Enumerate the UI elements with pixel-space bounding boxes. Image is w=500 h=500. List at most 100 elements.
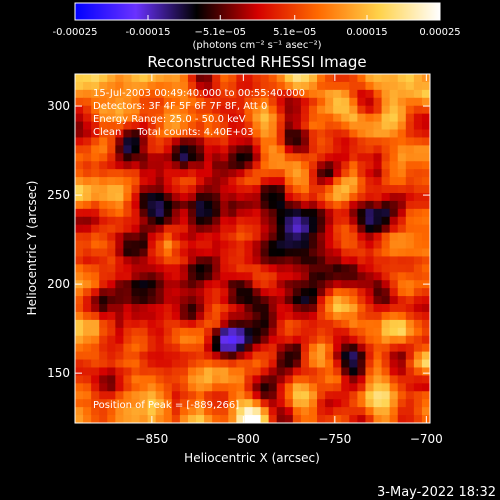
heatmap-cell — [325, 407, 334, 416]
heatmap-cell — [123, 343, 133, 353]
heatmap-cell — [115, 137, 125, 146]
heatmap-cell — [349, 232, 358, 242]
heatmap-cell — [333, 296, 342, 305]
heatmap-cell — [300, 89, 310, 99]
x-tick-label: −800 — [227, 432, 260, 446]
heatmap-cell — [244, 280, 254, 289]
heatmap-cell — [187, 415, 197, 423]
heatmap-cell — [147, 232, 157, 242]
heatmap-cell — [357, 177, 367, 186]
heatmap-cell — [147, 319, 157, 329]
heatmap-cell — [187, 335, 197, 345]
heatmap-cell — [228, 399, 237, 408]
heatmap-cell — [381, 256, 391, 265]
heatmap-cell — [308, 145, 318, 154]
heatmap-cell — [179, 153, 189, 162]
heatmap-cell — [212, 97, 221, 107]
heatmap-cell — [123, 264, 133, 273]
heatmap-cell — [107, 311, 116, 321]
heatmap-cell — [397, 81, 407, 91]
heatmap-cell — [381, 121, 391, 131]
heatmap-cell — [325, 327, 334, 337]
heatmap-cell — [421, 97, 430, 107]
heatmap-cell — [75, 129, 84, 139]
heatmap-cell — [260, 415, 270, 423]
heatmap-cell — [317, 415, 326, 423]
heatmap-cell — [276, 304, 286, 313]
heatmap-cell — [421, 335, 430, 345]
heatmap-cell — [405, 288, 415, 297]
heatmap-cell — [397, 89, 407, 99]
heatmap-cell — [333, 121, 342, 131]
heatmap-cell — [147, 200, 157, 210]
heatmap-cell — [196, 296, 205, 305]
heatmap-cell — [381, 129, 391, 139]
heatmap-cell — [139, 296, 149, 305]
heatmap-cell — [284, 296, 294, 305]
heatmap-cell — [381, 161, 391, 170]
heatmap-cell — [91, 367, 100, 377]
heatmap-cell — [421, 351, 430, 361]
heatmap-cell — [413, 232, 423, 242]
heatmap-cell — [115, 272, 125, 281]
heatmap-cell — [284, 113, 294, 123]
heatmap-cell — [397, 121, 407, 131]
heatmap-cell — [365, 288, 375, 297]
heatmap-cell — [373, 264, 383, 273]
heatmap-cell — [107, 185, 116, 194]
heatmap-cell — [405, 280, 415, 289]
heatmap-cell — [196, 407, 205, 416]
heatmap-cell — [187, 272, 197, 281]
heatmap-cell — [292, 256, 302, 265]
heatmap-cell — [91, 161, 100, 170]
heatmap-cell — [405, 415, 415, 423]
heatmap-cell — [139, 391, 149, 400]
heatmap-cell — [405, 311, 415, 321]
heatmap-cell — [220, 232, 229, 242]
heatmap-cell — [381, 296, 391, 305]
heatmap-cell — [373, 375, 383, 384]
heatmap-cell — [421, 216, 430, 226]
heatmap-cell — [252, 137, 262, 146]
heatmap-cell — [268, 208, 278, 218]
heatmap-cell — [220, 327, 229, 337]
heatmap-cell — [365, 177, 375, 186]
heatmap-cell — [381, 89, 391, 99]
heatmap-cell — [365, 169, 375, 178]
heatmap-cell — [99, 192, 108, 202]
heatmap-cell — [421, 343, 430, 353]
heatmap-cell — [300, 185, 310, 194]
heatmap-cell — [187, 113, 197, 123]
heatmap-cell — [139, 383, 149, 392]
heatmap-cell — [228, 208, 237, 218]
heatmap-cell — [244, 319, 254, 329]
heatmap-cell — [389, 264, 399, 273]
heatmap-cell — [341, 327, 350, 337]
heatmap-cell — [284, 232, 294, 242]
heatmap-cell — [365, 153, 375, 162]
heatmap-cell — [381, 375, 391, 384]
heatmap-cell — [381, 335, 391, 345]
heatmap-cell — [405, 367, 415, 377]
heatmap-cell — [212, 415, 221, 423]
heatmap-cell — [83, 319, 92, 329]
heatmap-cell — [171, 129, 181, 139]
annotation-peak-position: Position of Peak = [-889,266] — [93, 400, 239, 411]
heatmap-cell — [421, 367, 430, 377]
heatmap-cell — [99, 129, 108, 139]
heatmap-cell — [163, 208, 173, 218]
heatmap-cell — [147, 153, 157, 162]
heatmap-cell — [75, 97, 84, 107]
heatmap-cell — [107, 319, 116, 329]
heatmap-cell — [381, 208, 391, 218]
heatmap-cell — [196, 121, 205, 131]
heatmap-cell — [220, 311, 229, 321]
heatmap-cell — [252, 367, 262, 377]
heatmap-cell — [123, 240, 133, 250]
heatmap-cell — [196, 240, 205, 250]
heatmap-cell — [260, 161, 270, 170]
heatmap-cell — [405, 153, 415, 162]
heatmap-cell — [236, 391, 246, 400]
heatmap-cell — [212, 288, 221, 297]
heatmap-cell — [163, 248, 173, 258]
